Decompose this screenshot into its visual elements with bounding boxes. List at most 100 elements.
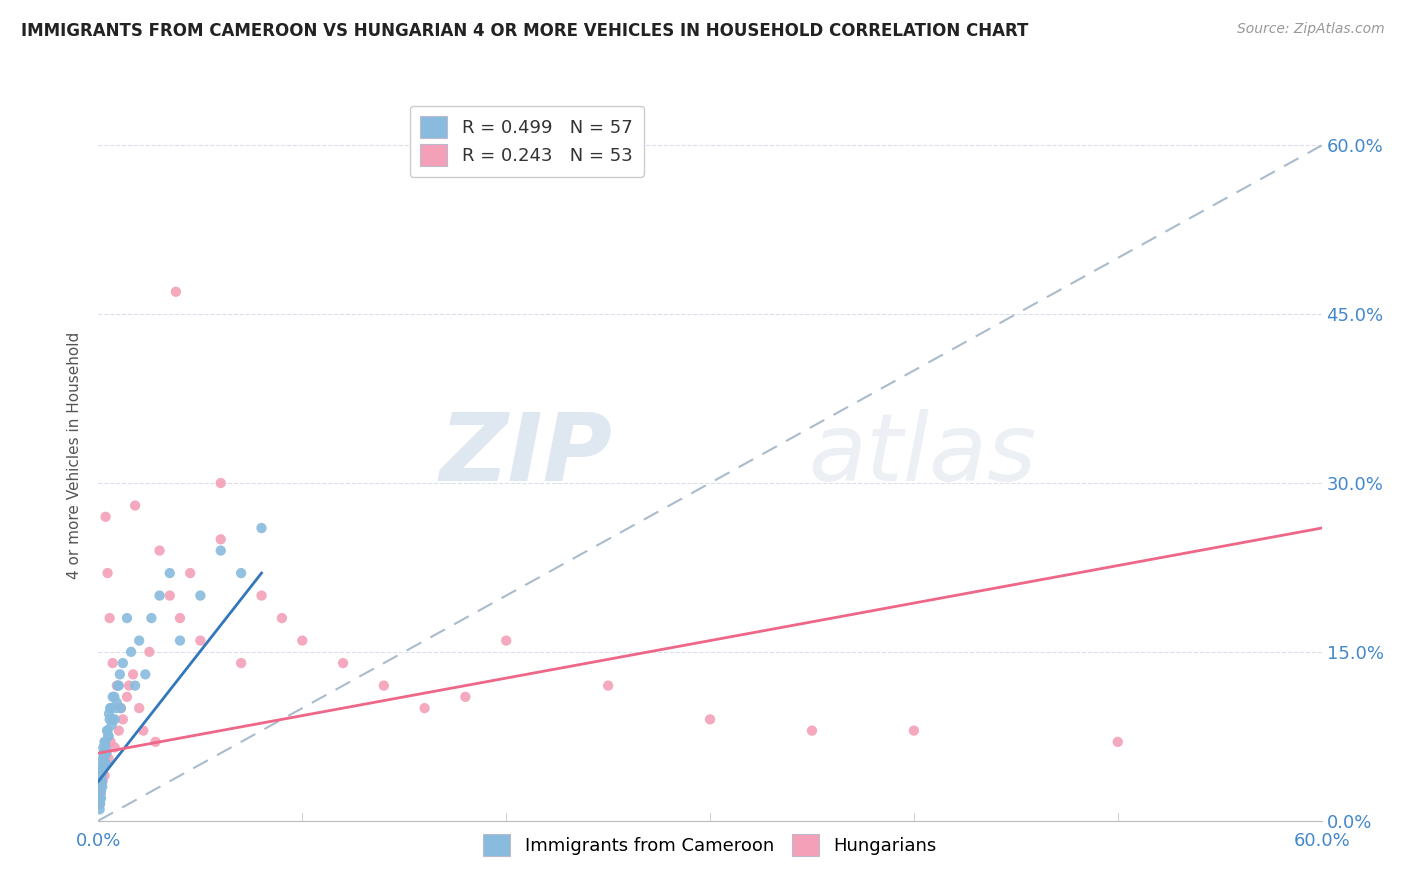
Point [96,746,118,760]
Point [97,729,120,743]
Point [122,667,145,681]
Point [110,701,132,715]
Point [413,701,436,715]
Point [231,566,253,580]
Point [97,752,120,766]
Point [104,740,127,755]
Point [145,735,167,749]
Point [209,533,232,547]
Point [801,723,824,738]
Point [89,791,111,805]
Point [96,746,118,760]
Point [91,763,114,777]
Point [132,723,155,738]
Point [250,589,273,603]
Point [97,723,120,738]
Point [91,740,114,755]
Point [138,645,160,659]
Point [89,791,111,805]
Point [90,774,112,789]
Point [90,785,112,799]
Point [97,729,120,743]
Point [270,611,294,625]
Point [98,701,121,715]
Point [124,499,146,513]
Point [108,723,131,738]
Point [100,718,122,732]
Point [91,763,114,777]
Point [90,769,112,783]
Point [120,645,142,659]
Point [128,701,150,715]
Point [169,633,191,648]
Point [179,566,201,580]
Point [105,696,128,710]
Point [124,679,146,693]
Point [188,589,212,603]
Legend: Immigrants from Cameroon, Hungarians: Immigrants from Cameroon, Hungarians [477,826,943,863]
Point [89,797,111,811]
Point [90,763,112,777]
Point [101,690,124,704]
Point [94,735,117,749]
Point [93,757,115,772]
Point [94,740,117,755]
Point [103,690,125,704]
Point [93,752,115,766]
Point [110,701,132,715]
Point [134,667,156,681]
Point [89,797,111,811]
Point [128,633,150,648]
Point [100,735,122,749]
Point [97,566,120,580]
Point [89,802,111,816]
Point [332,656,354,670]
Text: ZIP: ZIP [439,409,612,501]
Point [108,679,131,693]
Text: IMMIGRANTS FROM CAMEROON VS HUNGARIAN 4 OR MORE VEHICLES IN HOUSEHOLD CORRELATIO: IMMIGRANTS FROM CAMEROON VS HUNGARIAN 4 … [21,22,1028,40]
Point [93,757,115,772]
Point [596,679,619,693]
Point [91,752,114,766]
Point [91,780,114,794]
Point [209,543,232,558]
Point [169,611,191,625]
Point [101,712,124,726]
Point [104,712,127,726]
Point [94,509,117,524]
Point [93,752,115,766]
Point [699,712,721,726]
Point [149,589,172,603]
Point [91,774,114,789]
Point [98,712,121,726]
Point [108,667,131,681]
Point [903,723,925,738]
Point [91,774,114,789]
Point [89,780,111,794]
Point [105,679,128,693]
Point [100,701,122,715]
Point [89,780,111,794]
Point [118,679,141,693]
Point [231,656,253,670]
Point [90,785,112,799]
Point [89,791,111,805]
Point [159,566,181,580]
Point [107,679,129,693]
Point [91,774,114,789]
Point [141,611,163,625]
Point [115,611,138,625]
Point [291,633,314,648]
Y-axis label: 4 or more Vehicles in Household: 4 or more Vehicles in Household [67,331,83,579]
Point [111,656,134,670]
Point [101,656,124,670]
Point [105,701,128,715]
Point [93,769,115,783]
Point [454,690,477,704]
Point [91,757,114,772]
Point [209,476,232,491]
Point [165,285,187,299]
Point [90,769,112,783]
Point [250,521,273,535]
Point [1107,735,1129,749]
